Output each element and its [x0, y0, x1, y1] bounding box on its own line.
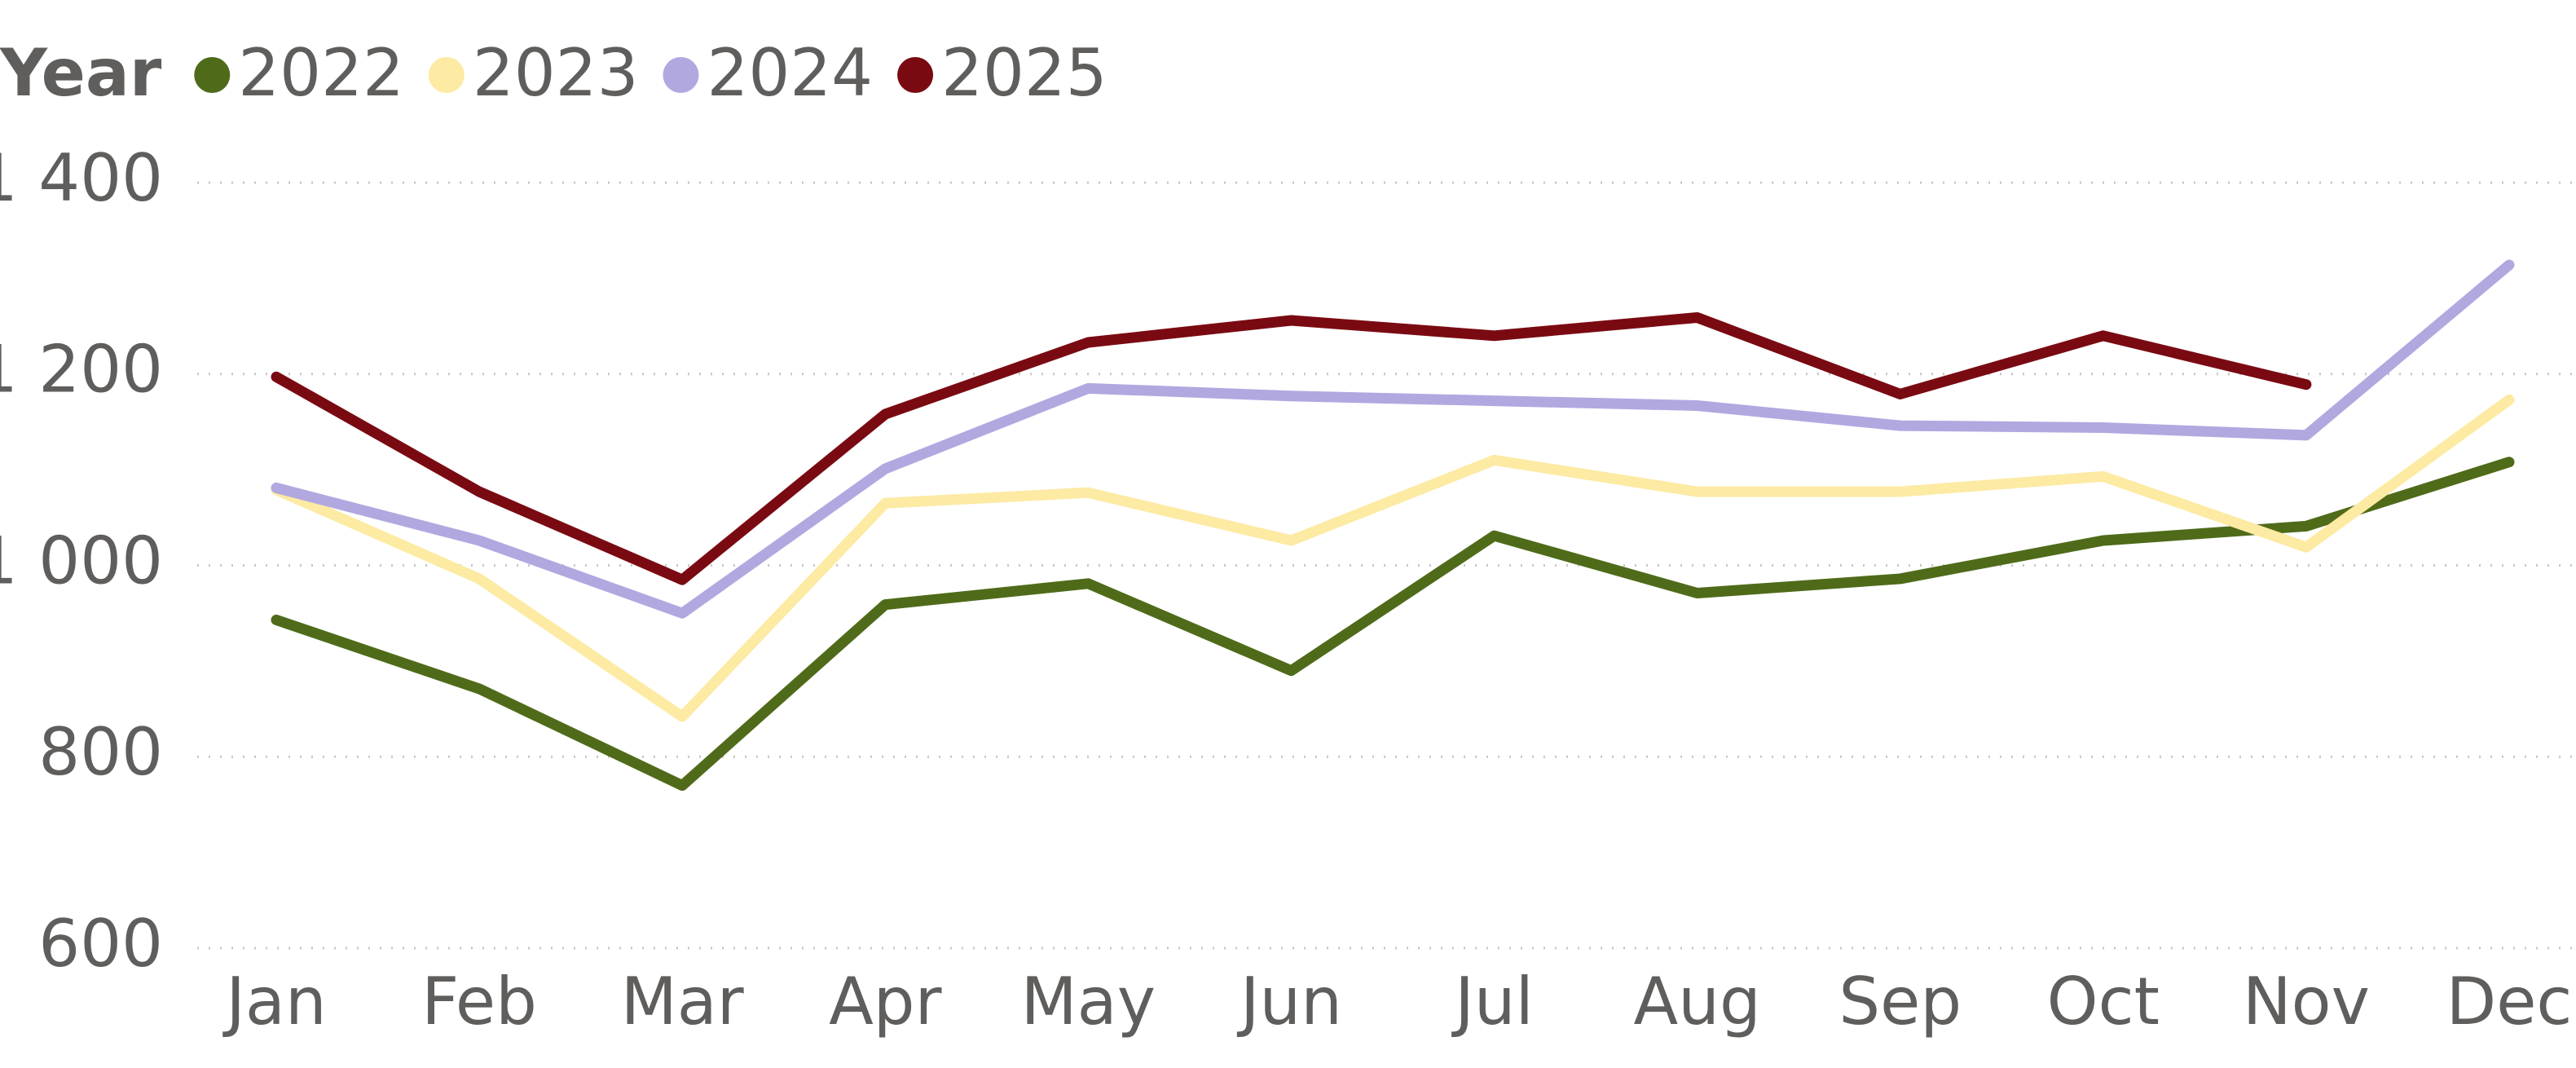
legend-label: 2025 [941, 35, 1107, 111]
x-tick-label: Aug [1634, 964, 1761, 1039]
y-tick-label: 1 000 [0, 523, 163, 598]
x-tick-label: Dec [2446, 964, 2573, 1039]
series-line [271, 394, 2515, 722]
x-tick-label: Nov [2243, 964, 2370, 1039]
legend-marker [194, 57, 231, 93]
y-tick-label: 1 200 [0, 332, 163, 408]
legend-label: 2024 [707, 35, 873, 111]
legend-marker [663, 57, 699, 93]
x-tick-label: Jul [1451, 964, 1534, 1039]
x-tick-label: May [1021, 964, 1156, 1039]
x-tick-label: Mar [621, 964, 744, 1039]
x-tick-label: Jun [1236, 964, 1342, 1039]
x-tick-label: Oct [2047, 964, 2160, 1039]
y-tick-label: 800 [38, 714, 163, 790]
x-tick-label: Feb [421, 964, 537, 1039]
y-tick-label: 1 400 [0, 140, 163, 216]
x-tick-label: Apr [829, 964, 942, 1039]
series-line [271, 311, 2312, 585]
x-tick-label: Sep [1838, 964, 1962, 1039]
legend-label: 2022 [238, 35, 404, 111]
legend-label: 2023 [473, 35, 639, 111]
series-line [271, 259, 2515, 619]
legend-marker [897, 57, 934, 93]
legend-title: Year [0, 35, 162, 111]
legend-marker [428, 57, 465, 93]
x-tick-label: Jan [222, 964, 326, 1039]
series-line [271, 457, 2515, 791]
y-tick-label: 600 [38, 906, 163, 982]
